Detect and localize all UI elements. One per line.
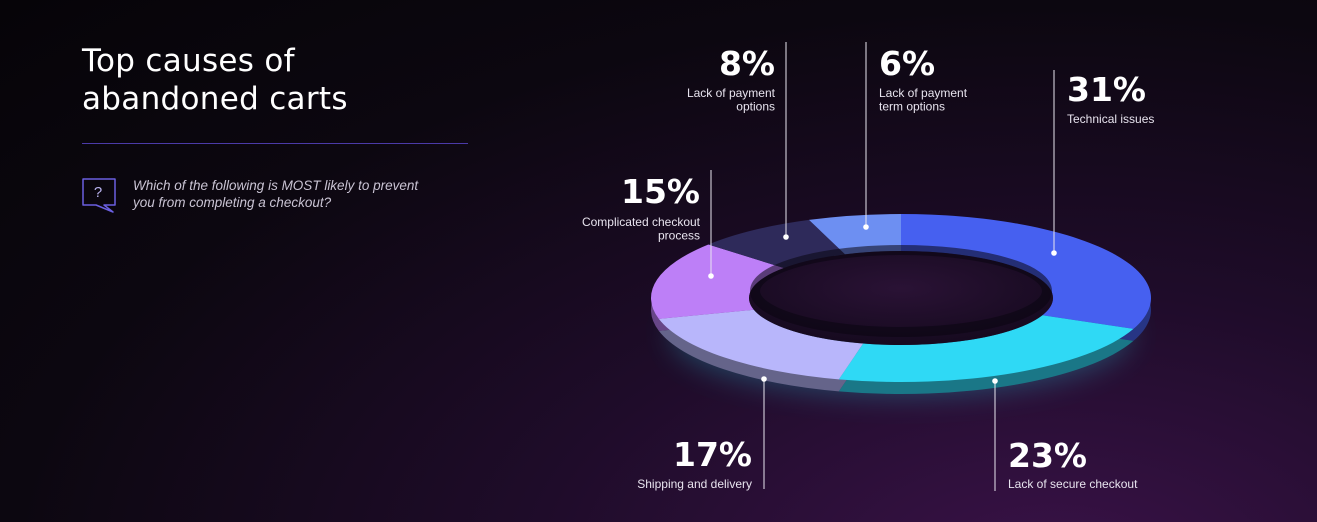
leader-dot-1 [992,378,998,384]
category-label-4-line-1: options [736,100,775,114]
category-label-4-line-0: Lack of payment [687,86,776,100]
value-label-2: 17% [673,435,752,474]
leader-dot-5 [863,224,869,230]
hole-inner-wall [750,245,1052,337]
value-label-3: 15% [621,172,700,211]
value-label-0: 31% [1067,70,1146,109]
question-bubble-icon: ? [82,178,116,213]
category-label-3-line-0: Complicated checkout [582,215,701,229]
question-line-2: you from completing a checkout? [133,195,332,210]
category-label-3-line-1: process [658,229,700,243]
page-title: Top causes of abandoned carts [82,42,348,118]
survey-question: Which of the following is MOST likely to… [133,177,473,211]
slice-1 [838,315,1134,382]
value-label-1: 23% [1008,436,1087,475]
slice-5 [808,214,901,255]
title-line-2: abandoned carts [82,81,348,117]
value-label-4: 8% [719,44,775,83]
leader-dot-3 [708,273,714,279]
leader-dot-2 [761,376,767,382]
title-divider [82,143,468,144]
category-label-5-line-1: term options [879,100,945,114]
value-label-5: 6% [879,44,935,83]
svg-text:?: ? [94,184,102,201]
leader-dot-4 [783,234,789,240]
category-label-2-line-0: Shipping and delivery [637,477,752,491]
category-label-5-line-0: Lack of payment [879,86,968,100]
question-line-1: Which of the following is MOST likely to… [133,178,419,193]
slice-0 [901,213,1151,329]
category-label-1-line-0: Lack of secure checkout [1008,477,1138,491]
leader-dot-0 [1051,250,1057,256]
category-label-0-line-0: Technical issues [1067,112,1154,126]
slice-2 [658,309,864,380]
title-line-1: Top causes of [82,43,295,79]
slice-3 [651,244,784,319]
